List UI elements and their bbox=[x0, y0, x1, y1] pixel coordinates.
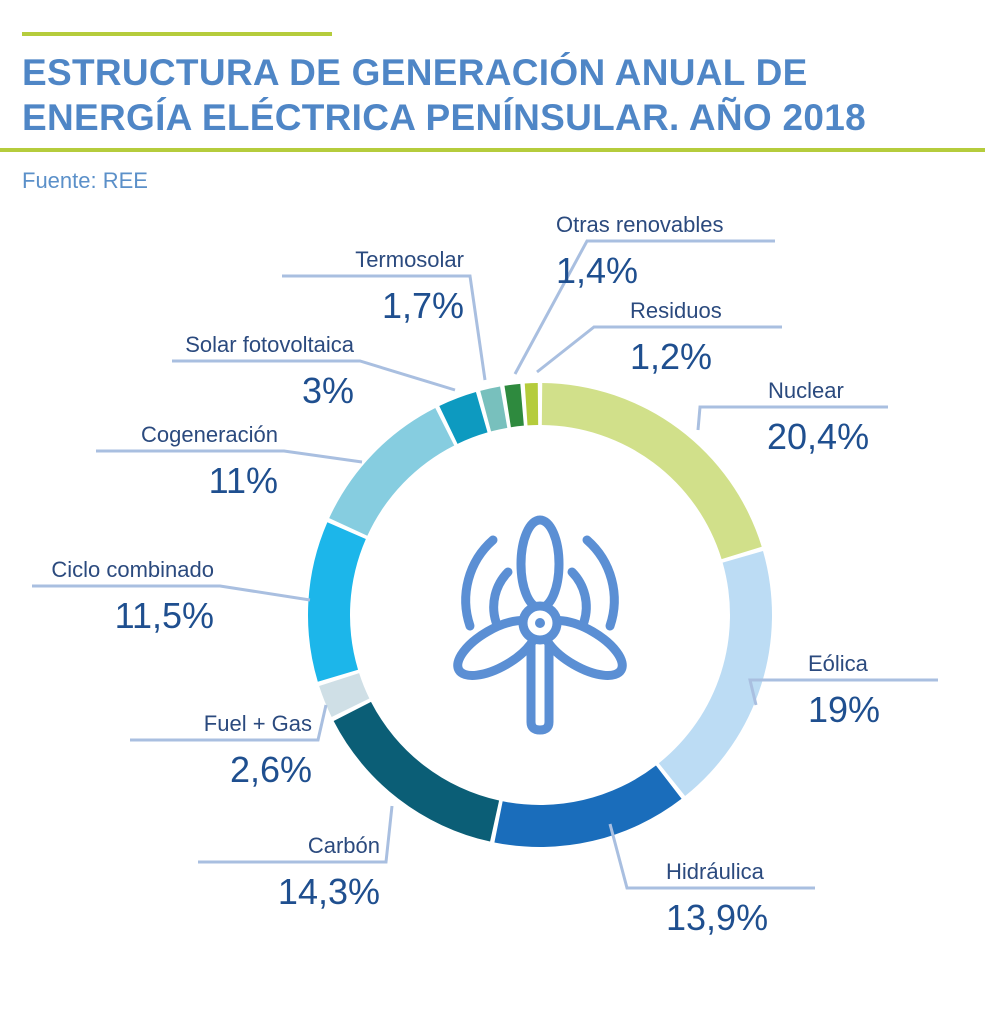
slice-labels: Nuclear 20,4% Eólica 19% Hidráulica 13,9% Carb… bbox=[51, 212, 880, 938]
slice-hidráulica bbox=[494, 765, 682, 847]
slice-label-value: 1,4% bbox=[556, 250, 638, 291]
slice-eólica bbox=[658, 551, 772, 797]
top-accent-rule bbox=[22, 32, 332, 36]
slice-label-value: 11% bbox=[209, 460, 278, 501]
leader-line bbox=[748, 678, 938, 706]
leader-line bbox=[198, 805, 394, 864]
slice-solar-fotovoltaica bbox=[439, 392, 488, 444]
slice-residuos bbox=[524, 383, 539, 426]
leader-lines bbox=[32, 239, 938, 890]
chart-title: ESTRUCTURA DE GENERACIÓN ANUAL DE ENERGÍ… bbox=[22, 50, 982, 140]
slice-label-value: 13,9% bbox=[666, 897, 768, 938]
source-note: Fuente: REE bbox=[22, 168, 148, 193]
slice-label-name: Ciclo combinado bbox=[51, 557, 214, 582]
leader-line bbox=[696, 405, 888, 431]
slice-ciclo-combinado bbox=[308, 522, 366, 682]
slice-label-name: Carbón bbox=[308, 833, 380, 858]
slice-label-value: 1,2% bbox=[630, 336, 712, 377]
slice-label-name: Cogeneración bbox=[141, 422, 278, 447]
slice-label-value: 19% bbox=[808, 689, 880, 730]
slice-label-value: 14,3% bbox=[278, 871, 380, 912]
slice-fuel-gas bbox=[319, 673, 370, 718]
slice-label-name: Otras renovables bbox=[556, 212, 724, 237]
donut-slices bbox=[308, 383, 772, 847]
leader-line bbox=[130, 704, 328, 742]
slice-nuclear bbox=[541, 383, 762, 560]
slice-label-name: Termosolar bbox=[355, 247, 464, 272]
leader-line bbox=[96, 449, 363, 464]
slice-label-name: Hidráulica bbox=[666, 859, 765, 884]
slice-label-name: Residuos bbox=[630, 298, 722, 323]
slice-label-value: 3% bbox=[302, 370, 354, 411]
slice-termosolar bbox=[480, 386, 508, 432]
title-line-2: ENERGÍA ELÉCTRICA PENÍNSULAR. AÑO 2018 bbox=[22, 97, 867, 138]
slice-label-name: Eólica bbox=[808, 651, 869, 676]
leader-line bbox=[32, 584, 311, 602]
slice-carbón bbox=[333, 701, 500, 842]
leader-line bbox=[282, 274, 487, 381]
wind-turbine-icon bbox=[453, 515, 627, 735]
title-line-1: ESTRUCTURA DE GENERACIÓN ANUAL DE bbox=[22, 52, 808, 93]
leader-line bbox=[172, 359, 456, 392]
leader-line bbox=[536, 325, 782, 374]
slice-label-value: 1,7% bbox=[382, 285, 464, 326]
slice-label-value: 20,4% bbox=[767, 416, 869, 457]
slice-label-name: Solar fotovoltaica bbox=[185, 332, 355, 357]
slice-label-name: Nuclear bbox=[768, 378, 844, 403]
slice-label-value: 2,6% bbox=[230, 749, 312, 790]
slice-otras-renovables bbox=[504, 383, 524, 428]
slice-label-name: Fuel + Gas bbox=[204, 711, 312, 736]
title-underline-rule bbox=[0, 148, 985, 152]
leader-line bbox=[513, 239, 775, 375]
slice-label-value: 11,5% bbox=[115, 595, 214, 636]
leader-line bbox=[608, 823, 815, 890]
slice-cogeneración bbox=[329, 407, 455, 536]
